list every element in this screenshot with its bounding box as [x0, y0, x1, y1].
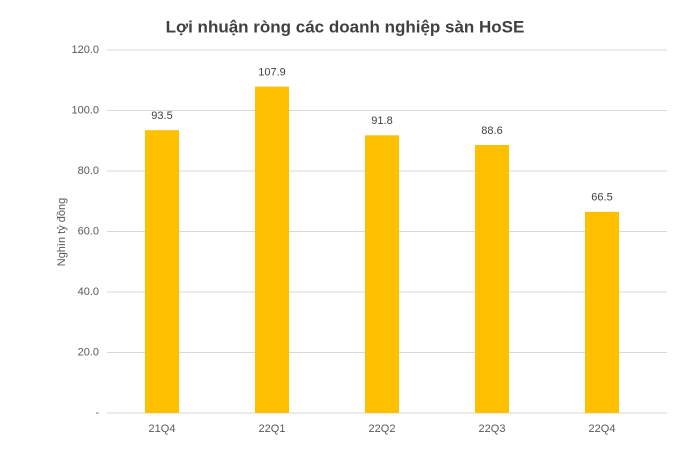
x-tick-label: 22Q3 — [479, 423, 506, 435]
x-tick-label: 22Q2 — [369, 423, 396, 435]
bar — [145, 130, 179, 413]
data-label: 66.5 — [591, 192, 612, 204]
y-tick-label: 40.0 — [78, 286, 99, 298]
bar — [585, 211, 619, 413]
x-tick-label: 22Q4 — [589, 423, 616, 435]
data-label: 88.6 — [481, 125, 502, 137]
bar — [365, 135, 399, 413]
y-tick-label: 60.0 — [78, 225, 99, 237]
y-axis-label: Nghìn tỷ đồng — [56, 198, 68, 267]
y-tick-label: 20.0 — [78, 346, 99, 358]
y-tick-label: 120.0 — [71, 44, 99, 56]
chart-title: Lợi nhuận ròng các doanh nghiệp sàn HoSE — [166, 17, 525, 36]
x-tick-label: 22Q1 — [259, 423, 286, 435]
bar — [255, 86, 289, 413]
data-label: 107.9 — [258, 67, 286, 79]
y-tick-label: - — [95, 407, 99, 419]
y-tick-label: 100.0 — [71, 104, 99, 116]
bar — [475, 144, 509, 414]
x-tick-label: 21Q4 — [149, 423, 176, 435]
data-label: 93.5 — [151, 110, 172, 122]
data-label: 91.8 — [371, 115, 392, 127]
y-tick-label: 80.0 — [78, 165, 99, 177]
